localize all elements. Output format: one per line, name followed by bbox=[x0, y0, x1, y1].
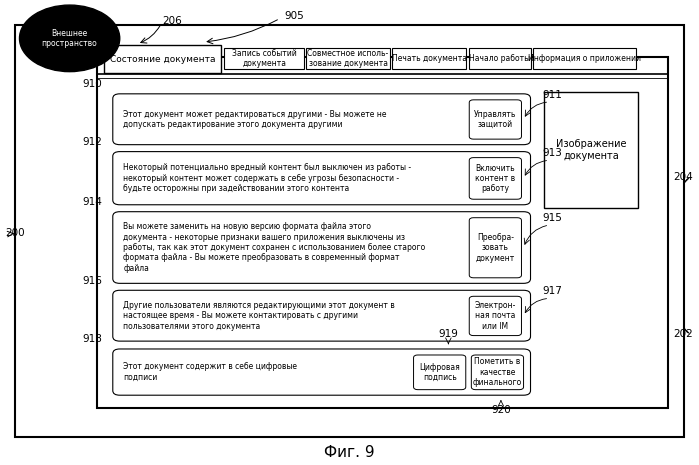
Text: 918: 918 bbox=[82, 334, 102, 345]
Text: Совместное исполь-
зование документа: Совместное исполь- зование документа bbox=[308, 49, 389, 68]
Circle shape bbox=[20, 5, 120, 72]
Text: Печать документа: Печать документа bbox=[391, 54, 467, 63]
Text: 204: 204 bbox=[674, 172, 693, 182]
Bar bbox=[97, 57, 668, 408]
Text: 910: 910 bbox=[82, 79, 102, 89]
FancyBboxPatch shape bbox=[469, 296, 521, 336]
FancyBboxPatch shape bbox=[113, 212, 531, 283]
Text: Вы можете заменить на новую версию формата файла этого
документа - некоторые при: Вы можете заменить на новую версию форма… bbox=[123, 222, 426, 273]
Text: Электрон-
ная почта
или IM: Электрон- ная почта или IM bbox=[475, 301, 516, 331]
FancyBboxPatch shape bbox=[113, 349, 531, 395]
Text: 913: 913 bbox=[542, 148, 562, 158]
Bar bbox=[533, 47, 636, 69]
Text: Включить
контент в
работу: Включить контент в работу bbox=[475, 164, 515, 193]
Text: 919: 919 bbox=[438, 329, 459, 339]
Text: Запись событий
документа: Запись событий документа bbox=[232, 49, 296, 68]
FancyBboxPatch shape bbox=[414, 355, 466, 390]
Bar bbox=[104, 45, 222, 73]
Text: 917: 917 bbox=[542, 286, 562, 296]
Text: Другие пользователи являются редактирующими этот документ в
настоящее время - Вы: Другие пользователи являются редактирующ… bbox=[123, 301, 395, 331]
Text: Пометить в
качестве
финального: Пометить в качестве финального bbox=[473, 358, 522, 387]
Text: Преобра-
зовать
документ: Преобра- зовать документ bbox=[476, 233, 515, 263]
Text: 200: 200 bbox=[5, 227, 24, 238]
Text: Управлять
защитой: Управлять защитой bbox=[474, 110, 517, 129]
Text: Внешнее
пространство: Внешнее пространство bbox=[42, 29, 97, 48]
Text: Фиг. 9: Фиг. 9 bbox=[324, 445, 375, 459]
Bar bbox=[306, 47, 390, 69]
Text: 916: 916 bbox=[82, 276, 102, 286]
Bar bbox=[468, 47, 531, 69]
Text: 915: 915 bbox=[542, 213, 562, 223]
Text: 912: 912 bbox=[82, 137, 102, 147]
Text: 920: 920 bbox=[491, 405, 511, 415]
Text: Некоторый потенциально вредный контент был выключен из работы -
некоторый контен: Некоторый потенциально вредный контент б… bbox=[123, 163, 411, 193]
Text: Начало работы: Начало работы bbox=[469, 54, 531, 63]
FancyBboxPatch shape bbox=[113, 94, 531, 145]
Text: 905: 905 bbox=[284, 11, 303, 21]
Bar bbox=[15, 26, 684, 437]
Text: 911: 911 bbox=[542, 90, 562, 100]
Text: 206: 206 bbox=[162, 16, 182, 26]
Text: Информация о приложении: Информация о приложении bbox=[528, 54, 641, 63]
Text: Этот документ может редактироваться другими - Вы можете не
допускать редактирова: Этот документ может редактироваться друг… bbox=[123, 110, 387, 129]
FancyBboxPatch shape bbox=[113, 290, 531, 341]
FancyBboxPatch shape bbox=[469, 158, 521, 199]
Text: Цифровая
подпись: Цифровая подпись bbox=[419, 363, 460, 382]
Bar bbox=[392, 47, 466, 69]
FancyBboxPatch shape bbox=[113, 152, 531, 205]
FancyBboxPatch shape bbox=[471, 355, 524, 390]
Text: Изображение
документа: Изображение документа bbox=[556, 140, 627, 161]
Text: Состояние документа: Состояние документа bbox=[110, 55, 216, 64]
Bar bbox=[545, 93, 638, 208]
Bar bbox=[224, 47, 304, 69]
FancyBboxPatch shape bbox=[469, 218, 521, 278]
Text: Этот документ содержит в себе цифровые
подписи: Этот документ содержит в себе цифровые п… bbox=[123, 362, 297, 382]
Text: 202: 202 bbox=[674, 329, 693, 339]
Text: 914: 914 bbox=[82, 197, 102, 207]
FancyBboxPatch shape bbox=[469, 100, 521, 139]
